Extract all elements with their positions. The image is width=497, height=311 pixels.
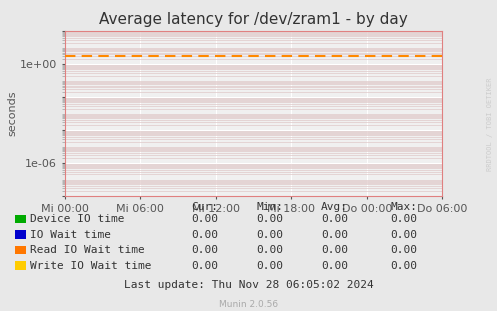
Text: RRDTOOL / TOBI OETIKER: RRDTOOL / TOBI OETIKER <box>487 78 493 171</box>
Text: Munin 2.0.56: Munin 2.0.56 <box>219 300 278 309</box>
Text: 0.00: 0.00 <box>192 214 219 224</box>
Text: 0.00: 0.00 <box>256 230 283 240</box>
Text: Device IO time: Device IO time <box>30 214 124 224</box>
Y-axis label: seconds: seconds <box>7 91 17 136</box>
Text: 0.00: 0.00 <box>391 261 417 271</box>
Text: Cur:: Cur: <box>192 202 219 212</box>
Text: Avg:: Avg: <box>321 202 348 212</box>
Text: 0.00: 0.00 <box>391 245 417 255</box>
Text: Min:: Min: <box>256 202 283 212</box>
Title: Average latency for /dev/zram1 - by day: Average latency for /dev/zram1 - by day <box>99 12 408 27</box>
Text: Read IO Wait time: Read IO Wait time <box>30 245 145 255</box>
Text: 0.00: 0.00 <box>192 230 219 240</box>
Text: Write IO Wait time: Write IO Wait time <box>30 261 151 271</box>
Text: 0.00: 0.00 <box>391 214 417 224</box>
Text: 0.00: 0.00 <box>321 214 348 224</box>
Text: 0.00: 0.00 <box>321 230 348 240</box>
Text: IO Wait time: IO Wait time <box>30 230 111 240</box>
Text: Last update: Thu Nov 28 06:05:02 2024: Last update: Thu Nov 28 06:05:02 2024 <box>124 280 373 290</box>
Text: 0.00: 0.00 <box>321 245 348 255</box>
Text: 0.00: 0.00 <box>391 230 417 240</box>
Text: 0.00: 0.00 <box>256 214 283 224</box>
Text: 0.00: 0.00 <box>256 245 283 255</box>
Text: 0.00: 0.00 <box>192 261 219 271</box>
Text: Max:: Max: <box>391 202 417 212</box>
Text: 0.00: 0.00 <box>321 261 348 271</box>
Text: 0.00: 0.00 <box>256 261 283 271</box>
Text: 0.00: 0.00 <box>192 245 219 255</box>
